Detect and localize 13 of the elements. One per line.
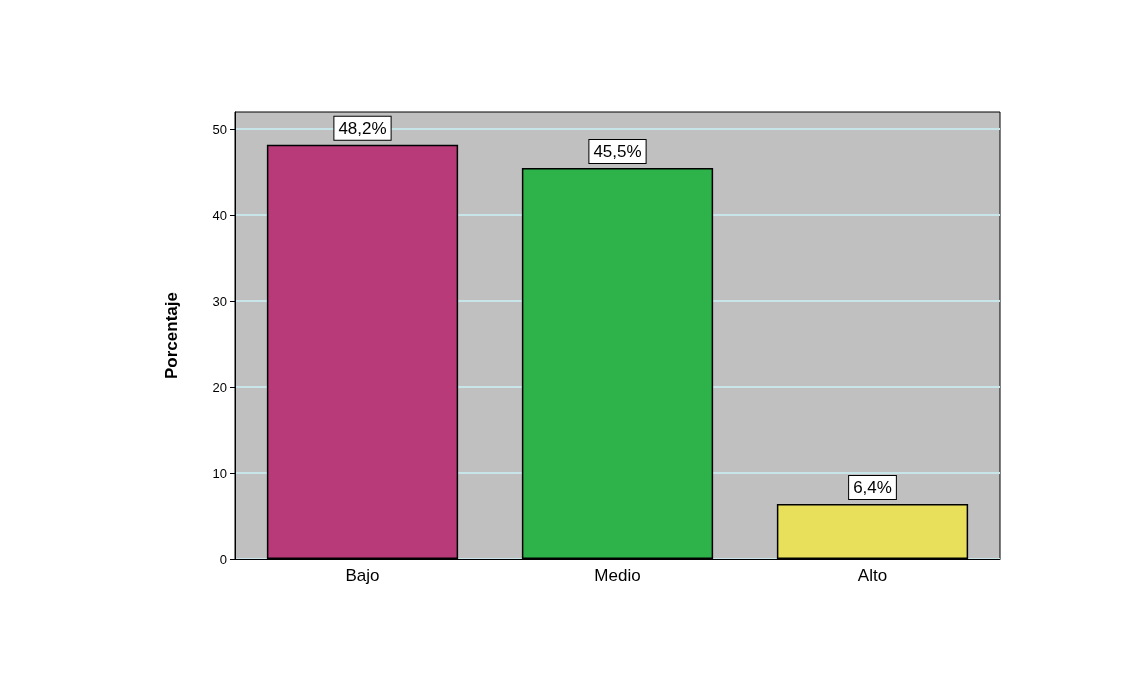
y-tick-label: 0 <box>219 551 227 567</box>
y-tick-label: 10 <box>212 465 227 481</box>
data-label: 45,5% <box>593 141 642 161</box>
x-tick-label: Medio <box>594 566 641 585</box>
x-tick-label: Alto <box>857 566 888 585</box>
data-label: 48,2% <box>338 118 387 138</box>
y-tick-label: 30 <box>212 293 227 309</box>
x-tick-label: Bajo <box>345 566 380 585</box>
y-axis-title: Porcentaje <box>162 292 181 379</box>
data-label: 6,4% <box>853 477 892 497</box>
y-tick-label: 20 <box>212 379 227 395</box>
y-tick-label: 40 <box>212 207 227 223</box>
y-tick-label: 50 <box>212 121 227 137</box>
